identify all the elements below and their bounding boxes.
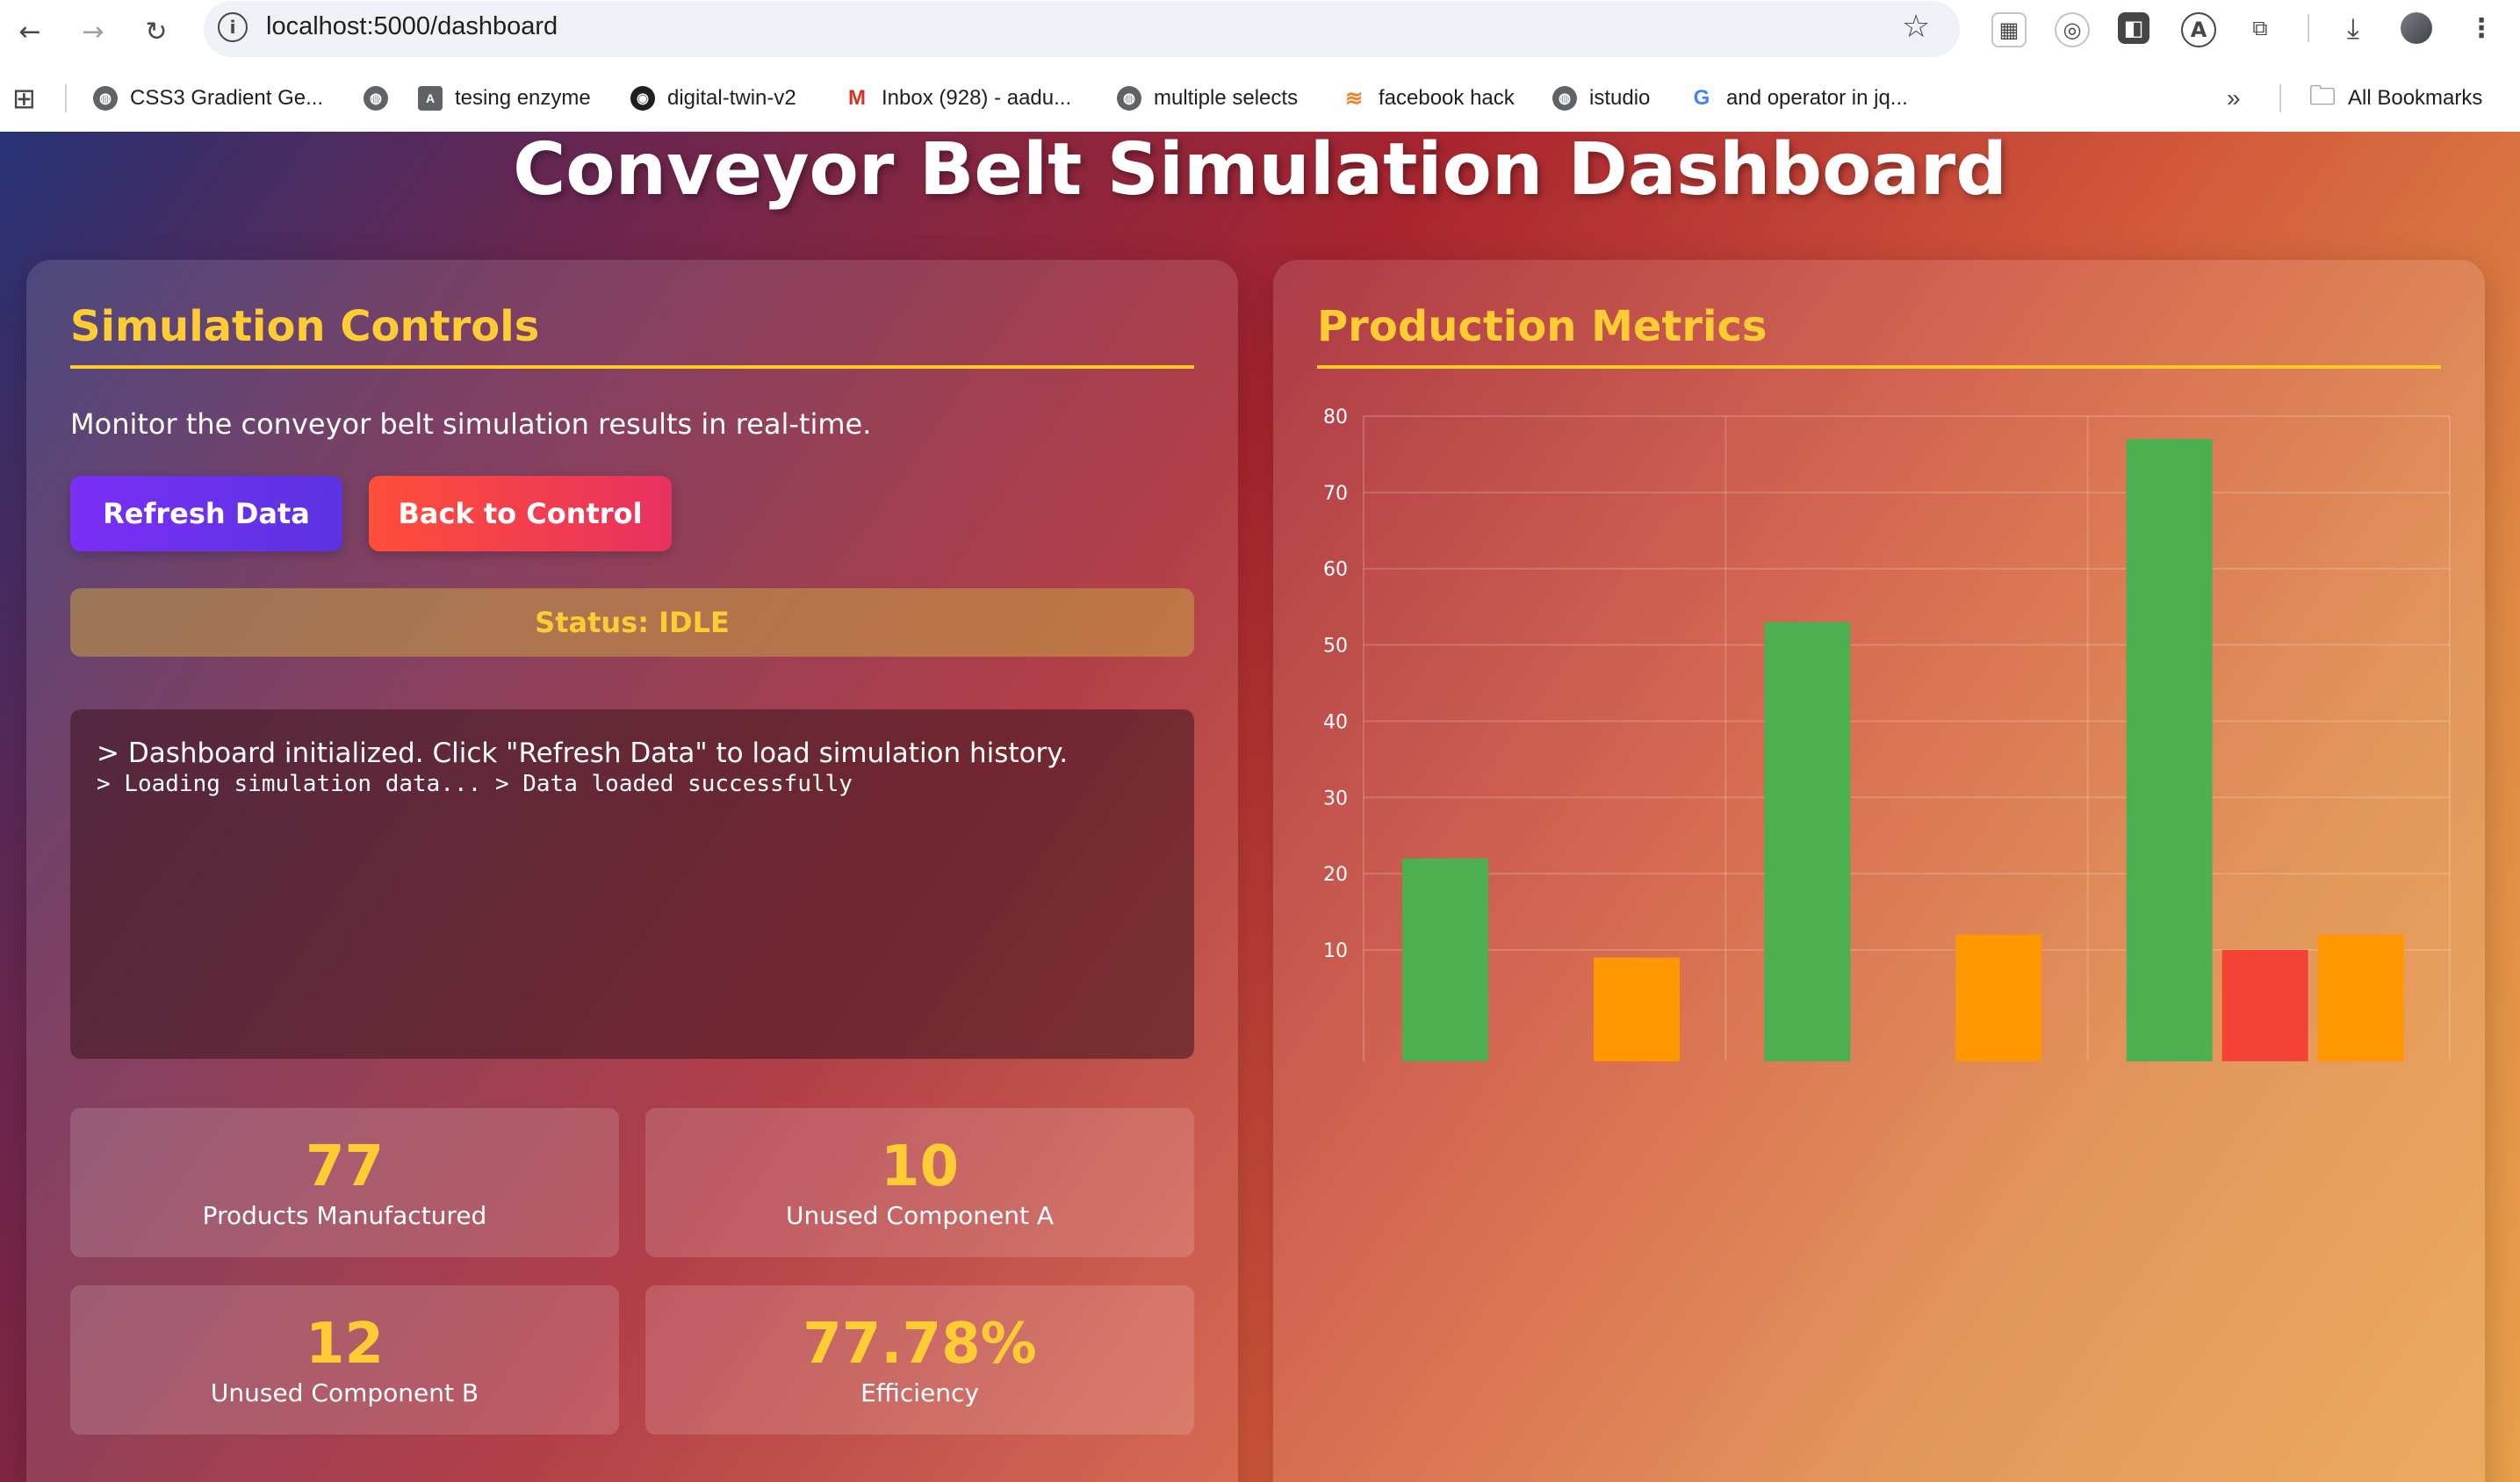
stat-value: 10 (880, 1134, 960, 1199)
globe-icon: ◍ (1552, 86, 1577, 111)
globe-icon: ◍ (1117, 86, 1141, 111)
stack-icon: ≋ (1342, 86, 1366, 111)
bookmark-item[interactable]: ◍ istudio (1552, 83, 1650, 114)
bookmark-item[interactable]: M Inbox (928) - aadu... (845, 83, 1071, 114)
stat-label: Products Manufactured (202, 1201, 487, 1230)
bookmark-separator (65, 84, 67, 112)
bookmark-label: and operator in jq... (1726, 86, 1908, 110)
stat-label: Unused Component B (210, 1378, 479, 1407)
extension-a-icon[interactable]: A (2181, 12, 2216, 47)
google-icon: G (1689, 86, 1714, 111)
extension-puzzle-dark-icon[interactable]: ◧ (2118, 12, 2149, 44)
page-title: Conveyor Belt Simulation Dashboard (513, 132, 2007, 212)
stat-card-products: 77 Products Manufactured (70, 1108, 619, 1257)
bookmark-label: istudio (1589, 86, 1651, 110)
stat-card-component-b: 12 Unused Component B (70, 1285, 619, 1435)
bar-component-b (1955, 934, 2042, 1061)
folder-icon: 🗀 (2309, 81, 2336, 111)
simulation-controls-panel: Simulation Controls Monitor the conveyor… (26, 260, 1238, 1482)
bookmark-item[interactable]: ◉ digital-twin-v2 (630, 83, 796, 114)
bookmark-item[interactable]: A tesing enzyme (418, 83, 591, 114)
url-text[interactable]: localhost:5000/dashboard (266, 12, 558, 40)
stat-value: 77 (305, 1134, 385, 1199)
stat-value: 77.78% (803, 1312, 1037, 1377)
bar-component-a (2221, 949, 2308, 1061)
stat-label: Efficiency (860, 1378, 979, 1407)
dashboard-page: Conveyor Belt Simulation Dashboard Simul… (0, 132, 2520, 1482)
y-tick-label: 60 (1323, 559, 1348, 581)
bookmark-separator (2279, 84, 2281, 112)
bookmark-label: Inbox (928) - aadu... (882, 86, 1072, 110)
controls-heading: Simulation Controls (70, 302, 540, 351)
bar-products (1764, 622, 1851, 1061)
console-line: > Loading simulation data... > Data load… (97, 771, 853, 797)
y-tick-label: 20 (1323, 864, 1348, 886)
toolbar-separator (2308, 14, 2309, 42)
y-tick-label: 10 (1323, 940, 1348, 962)
bookmark-label: tesing enzyme (455, 86, 591, 110)
bookmark-label: digital-twin-v2 (667, 86, 796, 110)
bookmark-star-icon[interactable]: ☆ (1902, 9, 1931, 45)
y-tick-label: 70 (1323, 483, 1348, 505)
profile-avatar[interactable] (2401, 12, 2432, 44)
bookmarks-overflow-icon[interactable]: » (2227, 84, 2241, 112)
extension-circle-icon[interactable]: ◎ (2055, 12, 2090, 47)
all-bookmarks-folder[interactable]: 🗀 All Bookmarks (2309, 82, 2483, 114)
stat-card-efficiency: 77.78% Efficiency (645, 1285, 1194, 1435)
log-console: > Dashboard initialized. Click "Refresh … (70, 709, 1194, 1059)
bar-component-b (2317, 934, 2404, 1061)
browser-chrome: ← → ↻ i localhost:5000/dashboard ☆ ▦ ◎ ◧… (0, 0, 2520, 132)
stat-value: 12 (305, 1312, 385, 1377)
y-tick-label: 30 (1323, 788, 1348, 809)
bookmark-label: CSS3 Gradient Ge... (130, 86, 324, 110)
back-to-control-button[interactable]: Back to Control (369, 476, 672, 551)
globe-icon: ◍ (364, 86, 388, 111)
heading-divider (70, 365, 1194, 369)
bookmark-item[interactable]: ◍ CSS3 Gradient Ge... (93, 83, 323, 114)
extension-grid-icon[interactable]: ▦ (1991, 12, 2027, 47)
bookmarks-bar: ⊞ ◍ CSS3 Gradient Ge... ◍ A tesing enzym… (0, 72, 2520, 125)
globe-icon: ◍ (93, 86, 118, 111)
y-tick-label: 80 (1323, 406, 1348, 428)
forward-arrow-icon[interactable]: → (82, 16, 104, 47)
back-arrow-icon[interactable]: ← (18, 16, 41, 47)
apps-grid-icon[interactable]: ⊞ (12, 83, 36, 114)
bookmark-label: facebook hack (1379, 86, 1515, 110)
y-tick-label: 50 (1323, 636, 1348, 658)
menu-kebab-icon[interactable]: ⋮ (2468, 12, 2495, 44)
a-box-icon: A (418, 86, 443, 111)
download-icon[interactable]: ⤓ (2346, 11, 2360, 45)
stat-card-component-a: 10 Unused Component A (645, 1108, 1194, 1257)
stat-label: Unused Component A (785, 1201, 1055, 1230)
heading-divider (1317, 365, 2441, 369)
bar-component-b (1594, 957, 1680, 1061)
bookmark-item[interactable]: G and operator in jq... (1689, 83, 1908, 114)
production-bar-chart: 10 20 30 40 50 60 70 80 (1323, 406, 2451, 1061)
bookmark-label: multiple selects (1154, 86, 1299, 110)
address-bar[interactable] (204, 1, 1960, 57)
bar-products (2126, 439, 2213, 1061)
bar-products (1402, 858, 1488, 1061)
extensions-puzzle-icon[interactable]: ⧉ (2252, 16, 2268, 40)
controls-intro-text: Monitor the conveyor belt simulation res… (70, 407, 872, 441)
production-metrics-panel: Production Metrics 10 20 30 40 50 60 70 80 (1273, 260, 2485, 1482)
bookmark-item[interactable]: ◍ (364, 83, 400, 114)
bookmark-item[interactable]: ≋ facebook hack (1342, 83, 1515, 114)
bookmark-item[interactable]: ◍ multiple selects (1117, 83, 1298, 114)
reload-icon[interactable]: ↻ (145, 16, 168, 47)
metrics-heading: Production Metrics (1317, 302, 1768, 351)
gmail-icon: M (845, 86, 869, 111)
github-icon: ◉ (630, 86, 655, 111)
status-badge: Status: IDLE (70, 588, 1194, 657)
site-info-icon[interactable]: i (218, 12, 248, 42)
y-tick-label: 40 (1323, 711, 1348, 733)
console-line: > Dashboard initialized. Click "Refresh … (97, 737, 1069, 769)
all-bookmarks-label: All Bookmarks (2348, 86, 2483, 110)
refresh-data-button[interactable]: Refresh Data (70, 476, 342, 551)
